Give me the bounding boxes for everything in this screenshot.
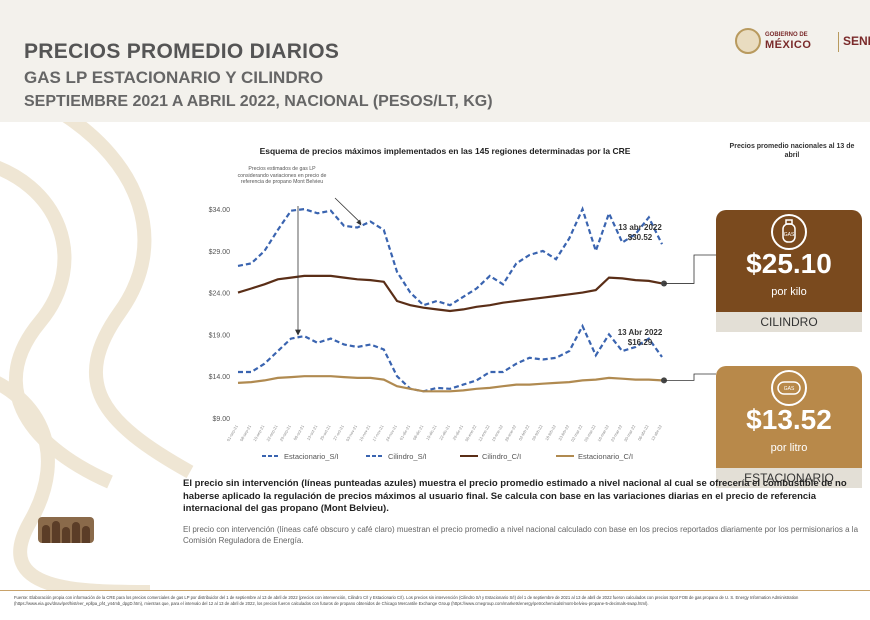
cylinder-label: CILINDRO — [716, 312, 862, 332]
x-tick-label: 27-oct-21 — [332, 423, 345, 441]
gas-cylinder-icon: GAS — [771, 214, 807, 250]
cylinder-icon-label: GAS — [784, 232, 795, 238]
people-illustration — [38, 517, 94, 543]
x-tick-label: 16-mar-22 — [596, 423, 610, 442]
x-tick-label: 08-dic-21 — [412, 423, 425, 441]
x-tick-label: 29-dic-21 — [451, 423, 464, 441]
series-line-estacionario-c-i — [237, 375, 663, 393]
x-tick-label: 15-sep-21 — [252, 423, 266, 442]
x-tick-label: 20-oct-21 — [319, 423, 332, 441]
x-tick-label: 01-sep-21 — [226, 423, 240, 442]
gas-cylinder-icon-shape: GAS — [782, 219, 796, 243]
x-tick-label: 15-dic-21 — [425, 423, 438, 441]
y-tick-label: $14.00 — [209, 374, 231, 381]
arrow-head-2 — [295, 329, 301, 336]
seal-icon — [735, 28, 761, 54]
x-tick-label: 13-oct-21 — [306, 423, 319, 441]
x-tick-label: 08-sep-21 — [239, 423, 253, 442]
x-tick-label: 09-mar-22 — [583, 423, 597, 442]
annotation-arrow — [334, 197, 362, 224]
x-tick-label: 22-dic-21 — [438, 423, 451, 441]
annotation-mont-belvieu: Precios estimados de gas LP considerando… — [238, 166, 327, 185]
page-period: SEPTIEMBRE 2021 A ABRIL 2022, NACIONAL (… — [24, 93, 493, 110]
tank-icon-label: GAS — [784, 386, 795, 392]
legend-label: Estacionario_S/I — [284, 452, 339, 461]
x-tick-label: 09-feb-22 — [531, 423, 544, 441]
x-tick-label: 02-mar-22 — [570, 423, 584, 442]
side-title: Precios promedio nacionales al 13 de abr… — [729, 143, 855, 159]
annotation-date-price: 13 Abr 2022$16.29 — [618, 328, 663, 347]
annotation-date-price: 13 abr 2022$30.52 — [618, 223, 662, 242]
x-tick-label: 12-ene-22 — [477, 423, 491, 442]
cylinder-price-card: GAS $25.10 por kilo CILINDRO — [716, 210, 862, 332]
x-tick-label: 23-feb-22 — [557, 423, 570, 441]
cylinder-unit: por kilo — [771, 286, 807, 298]
price-chart: Esquema de precios máximos implementados… — [209, 146, 716, 461]
series-line-estacionario-s-i — [237, 206, 663, 307]
x-tick-label: 16-feb-22 — [544, 423, 557, 441]
stationary-price: $13.52 — [746, 404, 832, 435]
x-tick-label: 22-sep-21 — [265, 423, 279, 442]
chart-title: Esquema de precios máximos implementados… — [260, 146, 631, 156]
legend-label: Cilindro_S/I — [388, 452, 427, 461]
y-tick-label: $9.00 — [212, 416, 230, 423]
x-tick-label: 23-mar-22 — [610, 423, 624, 442]
x-tick-label: 02-feb-22 — [517, 423, 530, 441]
description-light: El precio con intervención (líneas café … — [183, 525, 859, 545]
stationary-card-top: GAS $13.52 por litro — [716, 366, 862, 468]
legend-item: Cilindro_C/I — [460, 452, 521, 461]
series-line-cilindro-s-i — [238, 323, 663, 393]
x-tick-label: 13-abr-22 — [650, 423, 663, 441]
x-tick-label: 30-mar-22 — [623, 423, 637, 442]
legend-item: Estacionario_C/I — [556, 452, 633, 461]
y-tick-label: $34.00 — [209, 207, 231, 214]
annotation-date: 13 abr 2022 — [618, 223, 662, 232]
gov-logo-agency: SENER — [843, 34, 870, 48]
arrow-head — [356, 219, 362, 226]
page-title: PRECIOS PROMEDIO DIARIOS — [24, 40, 340, 63]
stationary-label: ESTACIONARIO — [716, 468, 862, 488]
source-note: Fuente: Elaboración propia con informaci… — [14, 595, 799, 606]
x-tick-label: 24-nov-21 — [385, 423, 399, 442]
x-tick-label: 29-sep-21 — [279, 423, 293, 442]
page-subtitle: GAS LP ESTACIONARIO Y CILINDRO — [24, 68, 324, 87]
watermark-pattern — [0, 122, 194, 590]
legend-label: Estacionario_C/I — [578, 452, 633, 461]
series-line-cilindro-c-i — [237, 274, 663, 313]
header: PRECIOS PROMEDIO DIARIOS GAS LP ESTACION… — [0, 0, 870, 122]
annotation-value: $30.52 — [628, 233, 653, 242]
stationary-unit: por litro — [770, 442, 808, 454]
x-tick-label: 01-dic-21 — [398, 423, 411, 441]
x-tick-label: 05-ene-22 — [464, 423, 478, 442]
annotation-date: 13 Abr 2022 — [618, 328, 663, 337]
annotation-value: $16.29 — [628, 338, 653, 347]
logo-divider — [838, 32, 839, 52]
legend-item: Estacionario_S/I — [262, 452, 339, 461]
cylinder-card-top: GAS $25.10 por kilo — [716, 210, 862, 312]
legend-item: Cilindro_S/I — [366, 452, 427, 461]
connector-line — [664, 254, 716, 284]
x-tick-label: 06-abr-22 — [637, 423, 650, 441]
stationary-price-card: GAS $13.52 por litro ESTACIONARIO — [716, 366, 862, 488]
gov-logo-big: MÉXICO — [765, 39, 812, 51]
content-panel: Esquema de precios máximos implementados… — [0, 122, 870, 590]
gov-logo-small: GOBIERNO DE — [765, 32, 808, 38]
cylinder-price: $25.10 — [746, 248, 832, 279]
x-tick-label: 26-ene-22 — [504, 423, 518, 442]
gas-tank-icon-shape: GAS — [777, 381, 801, 395]
x-tick-label: 10-nov-21 — [358, 423, 372, 442]
gobierno-mexico-logo: GOBIERNO DE MÉXICO SENER — [735, 28, 870, 56]
legend-label: Cilindro_C/I — [482, 452, 521, 461]
description-bold: El precio sin intervención (líneas punte… — [183, 478, 847, 514]
y-tick-label: $29.00 — [209, 249, 231, 256]
x-tick-label: 17-nov-21 — [371, 423, 385, 442]
footer: Fuente: Elaboración propia con informaci… — [0, 590, 870, 620]
y-tick-label: $24.00 — [209, 291, 231, 298]
x-tick-label: 19-ene-22 — [490, 423, 504, 442]
gas-tank-icon: GAS — [771, 370, 807, 406]
x-tick-label: 06-oct-21 — [292, 423, 305, 441]
connector-line — [664, 373, 716, 381]
x-tick-label: 03-nov-21 — [345, 423, 359, 442]
y-tick-label: $19.00 — [209, 332, 231, 339]
